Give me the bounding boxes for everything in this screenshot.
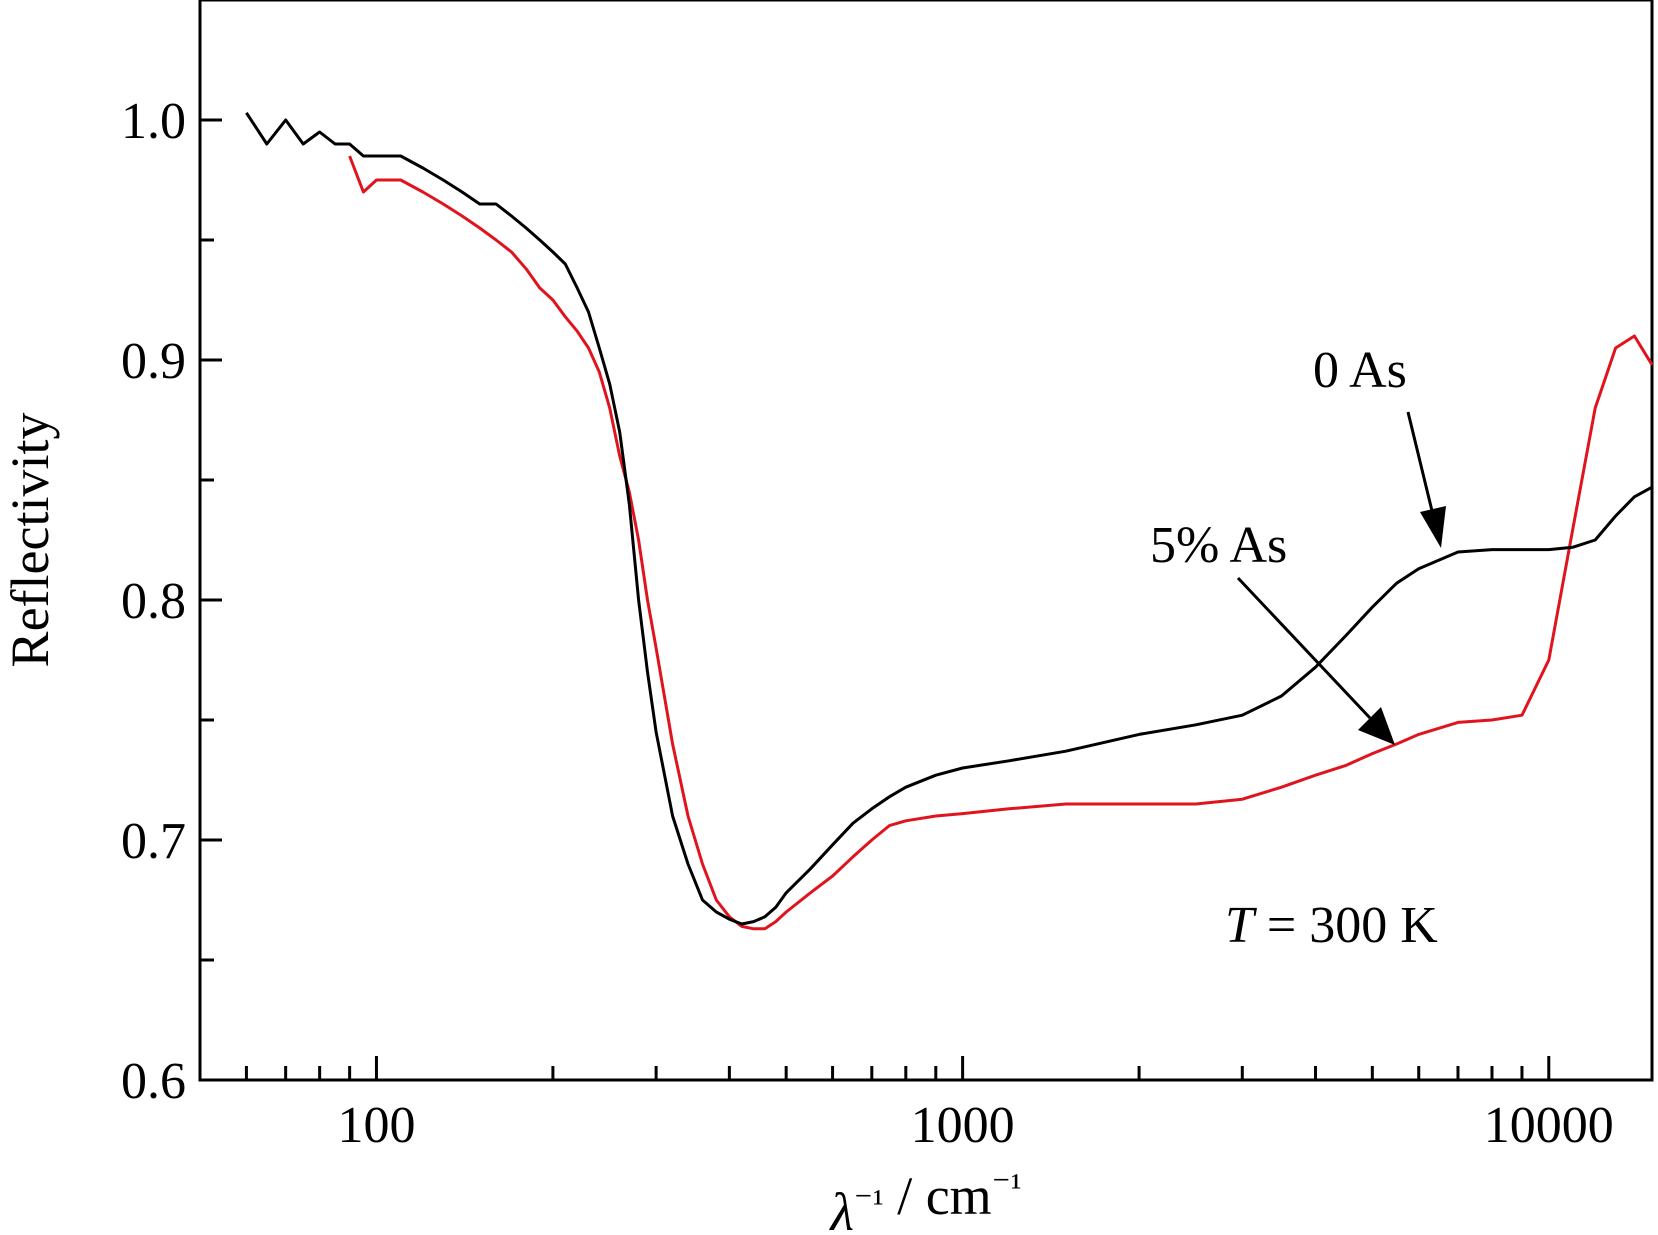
y-tick-label: 0.9	[121, 333, 186, 390]
y-tick-label: 0.8	[121, 573, 186, 630]
y-tick-label: 0.6	[121, 1053, 186, 1110]
series-line-0-as	[245, 111, 1653, 926]
x-tick-label: 100	[337, 1097, 415, 1154]
series-line-5-as	[348, 155, 1654, 931]
series-layer	[245, 111, 1654, 931]
y-tick-label: 1.0	[121, 93, 186, 150]
arrow-5as-line	[1236, 576, 1372, 720]
x-tick-label: 10000	[1484, 1097, 1614, 1154]
y-axis-ticks: 0.6 0.7 0.8 0.9 1.0	[121, 0, 222, 1110]
arrow-0as-line	[1406, 411, 1435, 516]
annotation-temperature: T = 300 K	[1225, 897, 1438, 954]
x-axis-title: λ⁻¹ / cm⁻¹	[829, 1166, 1022, 1235]
x-axis-ticks: 100 1000 10000	[198, 1056, 1614, 1154]
annotation-label-0as: 0 As	[1313, 342, 1407, 399]
y-axis-title: Reflectivity	[0, 413, 60, 668]
annotation-5as: 5% As	[1150, 517, 1395, 745]
plot-frame	[198, 0, 1654, 1082]
x-tick-label: 1000	[911, 1097, 1015, 1154]
arrow-0as-head	[1420, 506, 1446, 548]
annotation-label-5as: 5% As	[1150, 517, 1287, 574]
annotation-0as: 0 As	[1313, 342, 1446, 548]
arrow-5as-head	[1358, 707, 1395, 745]
y-tick-label: 0.7	[121, 813, 186, 870]
